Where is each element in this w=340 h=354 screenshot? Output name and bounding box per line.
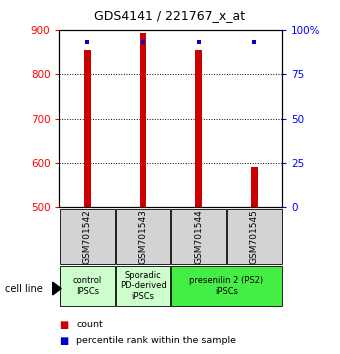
Text: GSM701542: GSM701542 bbox=[83, 209, 92, 264]
Bar bbox=[84, 50, 91, 207]
Bar bbox=[140, 33, 146, 207]
Text: GSM701543: GSM701543 bbox=[138, 209, 148, 264]
Text: control
IPSCs: control IPSCs bbox=[73, 276, 102, 296]
Text: Sporadic
PD-derived
iPSCs: Sporadic PD-derived iPSCs bbox=[120, 271, 166, 301]
Bar bbox=[116, 266, 170, 306]
Bar bbox=[171, 266, 282, 306]
Text: GSM701544: GSM701544 bbox=[194, 209, 203, 264]
Text: GSM701545: GSM701545 bbox=[250, 209, 259, 264]
Bar bbox=[116, 209, 170, 264]
Bar bbox=[251, 167, 258, 207]
Text: presenilin 2 (PS2)
iPSCs: presenilin 2 (PS2) iPSCs bbox=[189, 276, 264, 296]
Text: count: count bbox=[76, 320, 103, 330]
Bar bbox=[171, 209, 226, 264]
Bar bbox=[60, 266, 115, 306]
Text: cell line: cell line bbox=[5, 284, 43, 293]
Text: percentile rank within the sample: percentile rank within the sample bbox=[76, 336, 237, 346]
Polygon shape bbox=[53, 282, 61, 295]
Text: ■: ■ bbox=[59, 336, 69, 346]
Bar bbox=[195, 50, 202, 207]
Text: GDS4141 / 221767_x_at: GDS4141 / 221767_x_at bbox=[95, 9, 245, 22]
Bar bbox=[60, 209, 115, 264]
Text: ■: ■ bbox=[59, 320, 69, 330]
Bar bbox=[227, 209, 282, 264]
